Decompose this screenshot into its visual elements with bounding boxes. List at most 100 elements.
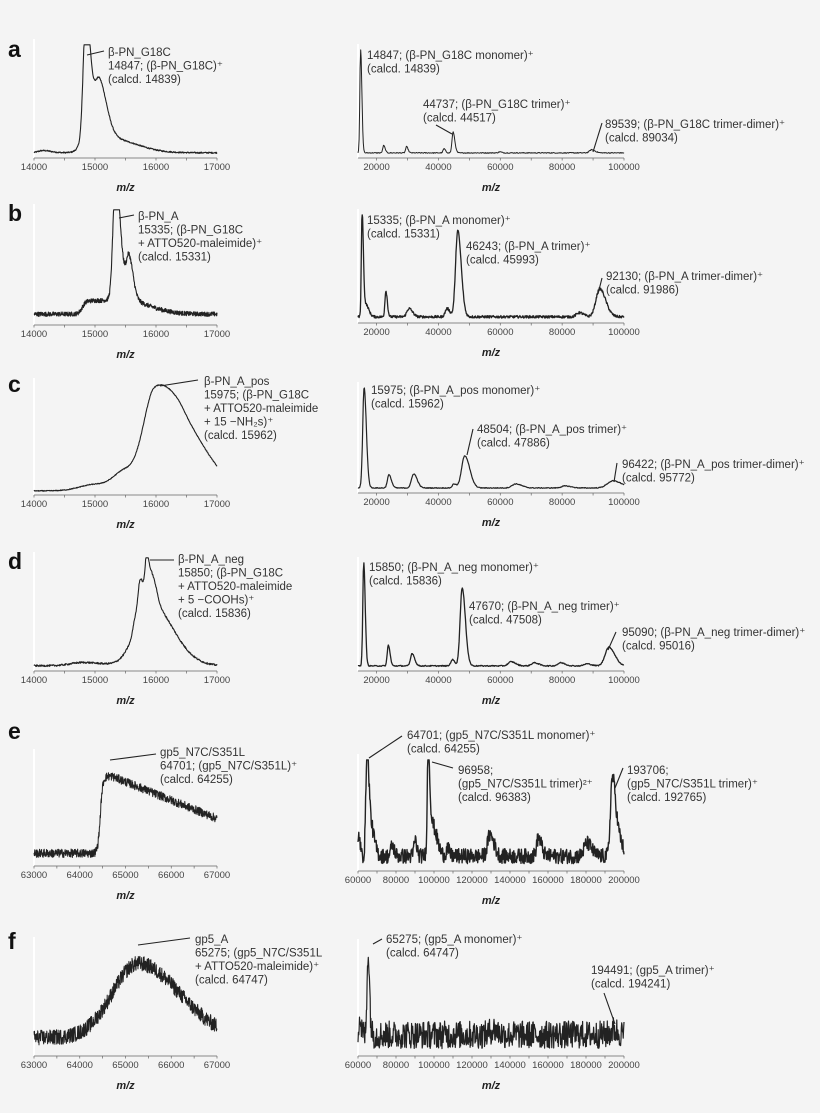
leader-line bbox=[597, 277, 603, 295]
spectrum-b-right: 20000 40000 60000 80000 100000 m/z 15335; (β-P… bbox=[357, 209, 763, 359]
x-axis-label: m/z bbox=[482, 182, 501, 194]
annotation-text: 64701; (gp5_N7C/S351L monomer)⁺ bbox=[407, 730, 595, 742]
annotation-text: + ATTO520-maleimide)⁺ bbox=[138, 238, 262, 250]
annotation-text: (calcd. 47886) bbox=[477, 438, 550, 450]
annotation-text: (calcd. 15836) bbox=[178, 608, 251, 620]
x-tick-label: 160000 bbox=[532, 875, 564, 886]
leader-line bbox=[86, 50, 105, 56]
leader-line bbox=[603, 992, 616, 1025]
panel-label-c: c bbox=[8, 371, 21, 397]
annotation-text: (calcd. 89034) bbox=[605, 133, 678, 145]
peak-annotation: 95090; (β-PN_A_neg trimer-dimer)⁺ (calcd.… bbox=[607, 627, 805, 653]
peak-annotation: 15335; (β-PN_A monomer)⁺ (calcd. 15331) bbox=[367, 215, 511, 241]
peak-annotation: β-PN_A_pos 15975; (β-PN_G18C+ ATTO520-mal… bbox=[159, 376, 318, 442]
panel-label-e: e bbox=[8, 718, 21, 744]
spectrum-f-right: 60000 80000 100000 120000 140000 160000 180000… bbox=[345, 934, 715, 1092]
spectrum-b-left: 14000 15000 16000 17000 m/z β-PN_A 15335; (β-P… bbox=[21, 204, 262, 361]
annotation-text: (calcd. 15962) bbox=[204, 430, 277, 442]
spectrum-trace bbox=[33, 384, 218, 492]
x-tick-label: 16000 bbox=[143, 162, 169, 173]
peak-annotation: 15850; (β-PN_A_neg monomer)⁺ (calcd. 1583… bbox=[369, 562, 539, 588]
annotation-text: 46243; (β-PN_A trimer)⁺ bbox=[466, 241, 591, 253]
leader-line bbox=[109, 753, 157, 761]
annotation-text: (calcd. 64255) bbox=[160, 774, 233, 786]
spectrum-trace bbox=[33, 44, 218, 154]
spectrum-e-left: 63000 64000 65000 66000 67000 m/z gp5_N7C/S351… bbox=[21, 747, 297, 902]
leader-line bbox=[592, 122, 603, 153]
x-tick-label: 60000 bbox=[487, 327, 513, 338]
peak-annotation: 14847; (β-PN_G18C monomer)⁺ (calcd. 14839… bbox=[367, 50, 534, 76]
spectrum-e-right: 60000 80000 100000 120000 140000 160000 180000… bbox=[345, 730, 758, 907]
annotation-text: (calcd. 44517) bbox=[423, 113, 496, 125]
annotation-text: (calcd. 192765) bbox=[627, 792, 706, 804]
x-axis-label: m/z bbox=[482, 1080, 501, 1092]
annotation-text: (calcd. 45993) bbox=[466, 255, 539, 267]
annotation-text: 96422; (β-PN_A_pos trimer-dimer)⁺ bbox=[622, 459, 805, 471]
leader-line bbox=[466, 428, 474, 456]
x-tick-label: 80000 bbox=[383, 875, 409, 886]
peak-annotation: 89539; (β-PN_G18C trimer-dimer)⁺ (calcd. … bbox=[592, 119, 785, 153]
peak-annotation: 15975; (β-PN_A_pos monomer)⁺ (calcd. 1596… bbox=[371, 385, 540, 411]
x-tick-label: 100000 bbox=[418, 875, 450, 886]
annotation-text: β-PN_A_pos bbox=[204, 376, 270, 388]
x-tick-label: 120000 bbox=[456, 1060, 488, 1071]
peak-annotation: 92130; (β-PN_A trimer-dimer)⁺ (calcd. 919… bbox=[597, 271, 763, 297]
spectrum-c-right: 20000 40000 60000 80000 100000 m/z 15975; (β-P… bbox=[357, 382, 805, 529]
x-tick-label: 60000 bbox=[487, 497, 513, 508]
x-axis-label: m/z bbox=[482, 695, 501, 707]
x-tick-label: 17000 bbox=[204, 499, 230, 510]
spectrum-c-left: 14000 15000 16000 17000 m/z β-PN_A_pos 15975; … bbox=[21, 376, 319, 531]
x-axis-label: m/z bbox=[116, 182, 135, 194]
x-tick-label: 16000 bbox=[143, 675, 169, 686]
leader-line bbox=[613, 462, 618, 483]
annotation-text: (calcd. 15331) bbox=[138, 252, 211, 264]
x-tick-label: 140000 bbox=[494, 875, 526, 886]
x-axis-label: m/z bbox=[482, 517, 501, 529]
annotation-text: (calcd. 194241) bbox=[591, 979, 670, 991]
peak-annotation: β-PN_A 15335; (β-PN_G18C+ ATTO520-maleimi… bbox=[118, 211, 262, 264]
peak-annotation: 64701; (gp5_N7C/S351L monomer)⁺ (calcd. 6… bbox=[368, 730, 595, 759]
annotation-text: (gp5_N7C/S351L trimer)²⁺ bbox=[458, 779, 593, 791]
x-tick-label: 20000 bbox=[363, 675, 389, 686]
x-tick-label: 40000 bbox=[425, 162, 451, 173]
annotation-text: 14847; (β-PN_G18C monomer)⁺ bbox=[367, 50, 534, 62]
x-tick-label: 180000 bbox=[570, 875, 602, 886]
x-tick-label: 15000 bbox=[82, 162, 108, 173]
spectrum-f-left: 63000 64000 65000 66000 67000 m/z gp5_A 65275; … bbox=[21, 934, 323, 1092]
annotation-text: 193706; bbox=[627, 765, 669, 777]
leader-line bbox=[431, 761, 454, 769]
x-axis-label: m/z bbox=[116, 695, 135, 707]
x-tick-label: 15000 bbox=[82, 499, 108, 510]
peak-annotation: 44737; (β-PN_G18C trimer)⁺ (calcd. 44517) bbox=[423, 99, 571, 135]
annotation-text: + ATTO520-maleimide bbox=[204, 403, 318, 415]
spectrum-a-right: 20000 40000 60000 80000 100000 m/z 14847; (β-P… bbox=[357, 44, 785, 194]
x-tick-label: 14000 bbox=[21, 675, 47, 686]
x-tick-label: 65000 bbox=[112, 1060, 138, 1071]
x-tick-label: 17000 bbox=[204, 162, 230, 173]
x-tick-label: 63000 bbox=[21, 870, 47, 881]
x-tick-label: 40000 bbox=[425, 675, 451, 686]
annotation-text: (calcd. 15836) bbox=[369, 576, 442, 588]
peak-annotation: 194491; (gp5_A trimer)⁺ (calcd. 194241) bbox=[591, 965, 715, 1025]
x-tick-label: 140000 bbox=[494, 1060, 526, 1071]
annotation-text: 96958; bbox=[458, 765, 493, 777]
annotation-text: 15335; (β-PN_G18C bbox=[138, 225, 243, 237]
x-tick-label: 67000 bbox=[204, 870, 230, 881]
spectrum-trace bbox=[357, 49, 625, 154]
x-tick-label: 17000 bbox=[204, 675, 230, 686]
annotation-text: gp5_A bbox=[195, 934, 229, 946]
x-tick-label: 60000 bbox=[487, 675, 513, 686]
peak-annotation: 96422; (β-PN_A_pos trimer-dimer)⁺ (calcd.… bbox=[613, 459, 805, 485]
annotation-text: (calcd. 15331) bbox=[367, 229, 440, 241]
x-axis-label: m/z bbox=[482, 347, 501, 359]
x-axis-label: m/z bbox=[116, 349, 135, 361]
spectrum-d-left: 14000 15000 16000 17000 m/z β-PN_A_neg 15850; … bbox=[21, 552, 292, 707]
annotation-text: 44737; (β-PN_G18C trimer)⁺ bbox=[423, 99, 571, 111]
x-tick-label: 15000 bbox=[82, 675, 108, 686]
x-tick-label: 14000 bbox=[21, 162, 47, 173]
panel-label-b: b bbox=[8, 200, 23, 226]
spectrum-trace bbox=[357, 759, 625, 865]
annotation-text: + ATTO520-maleimide bbox=[178, 581, 292, 593]
annotation-text: + 5 −COOHs)⁺ bbox=[178, 595, 254, 607]
